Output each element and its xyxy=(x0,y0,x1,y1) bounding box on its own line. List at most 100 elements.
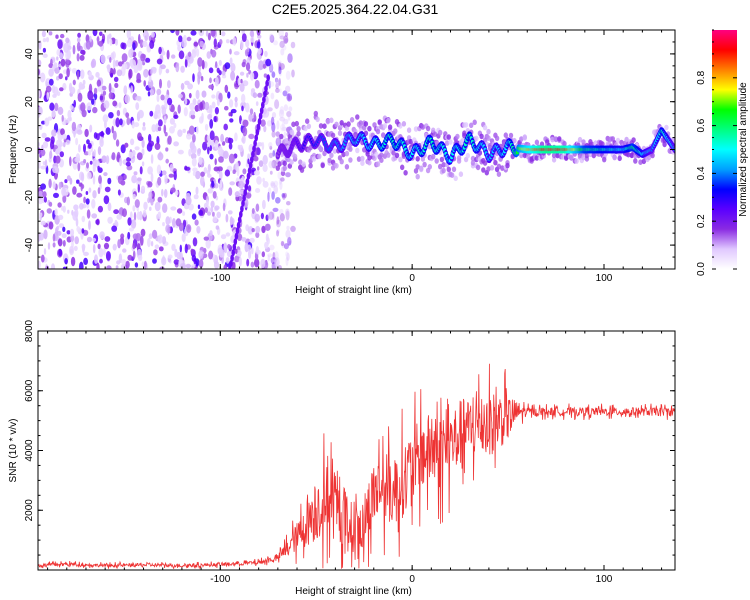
noise-blob xyxy=(38,232,41,242)
noise-blob xyxy=(156,164,162,175)
noise-blob xyxy=(81,215,86,223)
noise-blob xyxy=(132,233,139,240)
noise-blob xyxy=(280,177,285,182)
noise-blob xyxy=(72,44,76,55)
noise-blob xyxy=(97,86,103,92)
noise-blob xyxy=(265,58,272,67)
ridge-halo xyxy=(441,167,446,174)
noise-blob xyxy=(205,199,209,207)
noise-blob xyxy=(102,114,109,123)
noise-blob xyxy=(264,50,268,58)
noise-blob xyxy=(255,232,260,238)
bottom-ytick-label: 2000 xyxy=(24,499,35,522)
noise-blob xyxy=(160,94,165,101)
noise-blob xyxy=(42,53,48,58)
noise-blob xyxy=(229,217,235,225)
noise-blob xyxy=(265,233,269,243)
noise-blob xyxy=(212,211,215,217)
noise-blob xyxy=(276,229,280,234)
noise-blob xyxy=(42,191,47,198)
noise-blob xyxy=(50,139,55,150)
noise-blob xyxy=(285,208,290,218)
noise-blob xyxy=(52,181,56,190)
noise-blob xyxy=(275,77,279,83)
noise-blob xyxy=(151,124,157,133)
noise-blob xyxy=(139,166,143,175)
noise-blob xyxy=(209,145,212,152)
streak-blob xyxy=(264,85,268,93)
noise-blob xyxy=(158,246,164,252)
ridge-halo xyxy=(550,136,555,143)
noise-blob xyxy=(249,30,254,37)
noise-blob xyxy=(280,240,285,247)
noise-blob xyxy=(132,242,136,250)
noise-blob xyxy=(51,129,57,137)
noise-blob xyxy=(69,156,72,167)
noise-blob xyxy=(57,106,64,115)
ridge-halo xyxy=(462,132,467,139)
ridge-halo xyxy=(362,147,367,153)
noise-blob xyxy=(38,89,41,99)
noise-blob xyxy=(121,53,128,63)
noise-blob xyxy=(86,209,91,219)
ridge-halo xyxy=(401,121,407,127)
noise-blob xyxy=(271,191,275,200)
noise-blob xyxy=(283,192,287,198)
noise-blob xyxy=(38,160,41,169)
noise-blob xyxy=(161,170,167,176)
noise-blob xyxy=(104,186,111,193)
noise-blob xyxy=(148,75,152,83)
noise-blob xyxy=(62,205,66,213)
ridge-halo xyxy=(279,133,284,140)
noise-blob xyxy=(64,179,68,184)
ridge-halo xyxy=(406,127,412,133)
noise-blob xyxy=(241,105,244,112)
ridge-halo xyxy=(367,155,372,161)
noise-blob xyxy=(274,259,280,268)
noise-blob xyxy=(128,227,134,232)
noise-blob xyxy=(60,33,65,39)
noise-blob xyxy=(99,95,104,101)
noise-blob xyxy=(279,213,285,222)
noise-blob xyxy=(52,242,56,248)
noise-blob xyxy=(39,124,43,130)
noise-blob xyxy=(119,157,123,167)
noise-blob xyxy=(95,219,100,225)
noise-blob xyxy=(157,234,163,244)
noise-blob xyxy=(169,163,174,172)
noise-blob xyxy=(148,133,152,143)
noise-blob xyxy=(167,80,171,89)
noise-blob xyxy=(250,88,256,93)
noise-blob xyxy=(108,112,114,119)
noise-blob xyxy=(277,171,282,180)
noise-blob xyxy=(233,51,240,56)
noise-blob xyxy=(206,135,210,142)
noise-blob xyxy=(71,121,77,132)
noise-blob xyxy=(170,104,175,113)
ridge-halo xyxy=(353,131,358,138)
streak-blob xyxy=(266,74,271,82)
ridge-halo xyxy=(444,140,450,146)
bottom-xtick-label: -100 xyxy=(210,574,230,585)
noise-blob xyxy=(227,210,233,215)
ridge-halo xyxy=(344,164,350,170)
noise-blob xyxy=(221,31,226,37)
ridge-halo xyxy=(289,129,294,136)
noise-blob xyxy=(79,54,85,61)
noise-blob xyxy=(93,132,98,139)
ridge-halo xyxy=(277,161,282,167)
noise-blob xyxy=(217,146,223,153)
noise-blob xyxy=(150,198,154,206)
noise-blob xyxy=(119,236,125,245)
noise-blob xyxy=(154,142,161,150)
noise-blob xyxy=(76,53,80,62)
noise-blob xyxy=(76,179,80,184)
noise-blob xyxy=(83,143,86,153)
noise-blob xyxy=(89,124,93,133)
noise-blob xyxy=(134,262,139,268)
noise-blob xyxy=(42,38,47,43)
noise-blob xyxy=(111,125,114,134)
noise-blob xyxy=(198,30,205,37)
noise-blob xyxy=(75,137,79,146)
noise-blob xyxy=(245,102,250,113)
